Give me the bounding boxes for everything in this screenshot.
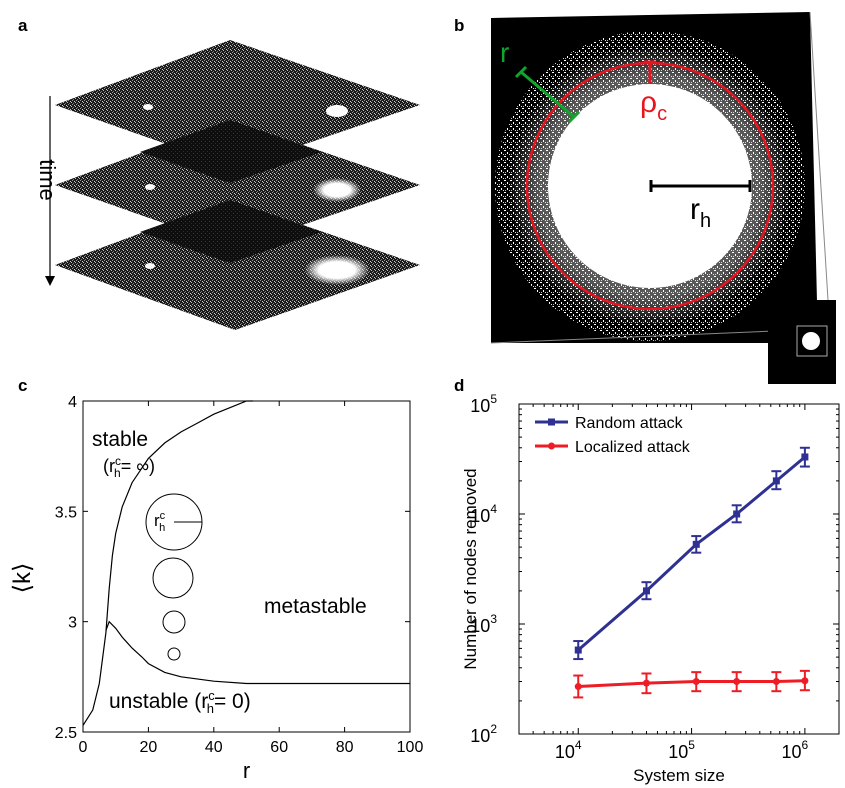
x-tick-label: 20 xyxy=(140,739,158,756)
legend-label-localized: Localized attack xyxy=(575,439,691,456)
x-tick-label: 80 xyxy=(336,739,354,756)
y-tick-label: 105 xyxy=(470,392,497,416)
x-axis-label: System size xyxy=(633,766,725,785)
data-point-localized xyxy=(692,678,700,686)
stable-condition: (rc h= ∞) xyxy=(103,454,155,480)
rh-label: rh xyxy=(690,193,711,232)
small-hole-layer-3 xyxy=(145,263,155,269)
data-point-random xyxy=(692,540,700,548)
x-axis-label: r xyxy=(243,758,250,783)
y-axis-label: ⟨k⟩ xyxy=(9,563,36,594)
y-axis-label: Number of nodes removed xyxy=(461,468,480,669)
phase-boundary-unstable xyxy=(105,620,410,685)
x-tick-label: 60 xyxy=(270,739,288,756)
critical-hole-circle-small xyxy=(162,610,186,634)
y-tick-label: 103 xyxy=(470,612,497,636)
critical-hole-circle-medium xyxy=(152,557,194,599)
legend-marker-random xyxy=(548,418,555,426)
data-point-localized xyxy=(574,683,582,691)
panel-label-d: d xyxy=(454,376,465,395)
r-label: r xyxy=(500,37,509,68)
series-line-localized xyxy=(578,679,805,688)
data-point-random xyxy=(642,587,650,595)
data-point-localized xyxy=(772,678,780,686)
legend-marker-localized xyxy=(548,442,555,450)
r-marker-cap-1 xyxy=(514,65,528,79)
y-tick-label: 3.5 xyxy=(55,504,77,521)
lattice-overlap-2 xyxy=(140,120,322,183)
large-hole-layer-3 xyxy=(304,255,370,285)
inset-overview xyxy=(768,300,836,384)
small-hole-layer-2 xyxy=(145,184,155,190)
critical-hole-circle-tiny xyxy=(167,647,181,661)
y-tick-label: 2.5 xyxy=(55,725,77,742)
legend-label-random: Random attack xyxy=(575,415,684,432)
panel-label-b: b xyxy=(454,16,465,35)
x-tick-label: 100 xyxy=(397,739,424,756)
data-point-random xyxy=(772,477,780,485)
data-point-localized xyxy=(801,677,809,685)
lattice-overlap-3 xyxy=(140,200,322,263)
data-point-random xyxy=(733,510,741,518)
inset-connector-top xyxy=(809,11,829,301)
series-line-random xyxy=(577,455,806,652)
small-hole-layer-1 xyxy=(143,104,153,110)
data-point-random xyxy=(801,453,809,461)
r-marker xyxy=(520,70,575,119)
large-hole-layer-1 xyxy=(326,105,348,117)
inset-hole xyxy=(802,332,820,350)
y-tick-label: 3 xyxy=(68,615,77,632)
large-hole-layer-2 xyxy=(313,178,361,202)
data-point-localized xyxy=(733,678,741,686)
rho-label: ρc xyxy=(640,86,667,125)
time-arrowhead xyxy=(45,276,55,286)
x-tick-label: 106 xyxy=(782,738,809,762)
r-marker-cap-2 xyxy=(567,110,581,124)
y-tick-label: 104 xyxy=(470,502,497,526)
y-tick-label: 102 xyxy=(470,722,497,746)
x-tick-label: 105 xyxy=(668,738,695,762)
panel-d-axes-box xyxy=(518,403,840,735)
phase-boundary-stable xyxy=(82,400,253,726)
region-label-metastable: metastable xyxy=(264,595,367,618)
critical-radius-label: rc h xyxy=(154,510,166,534)
panel-label-a: a xyxy=(18,16,28,35)
region-label-unstable: unstable (rc h= 0) xyxy=(109,688,251,716)
data-point-localized xyxy=(642,679,650,687)
panel-label-c: c xyxy=(18,376,28,395)
lattice-layer-1 xyxy=(55,40,420,168)
time-axis-label: time xyxy=(35,159,60,201)
panel-c-axes-box xyxy=(82,400,411,733)
region-label-stable: stable xyxy=(92,428,148,451)
y-tick-label: 4 xyxy=(68,394,77,411)
data-point-random xyxy=(574,646,582,654)
x-tick-label: 0 xyxy=(79,739,88,756)
inset-zoom-box xyxy=(796,325,828,357)
inset-connector-bottom xyxy=(490,329,798,344)
x-tick-label: 40 xyxy=(205,739,223,756)
x-tick-label: 104 xyxy=(555,738,582,762)
